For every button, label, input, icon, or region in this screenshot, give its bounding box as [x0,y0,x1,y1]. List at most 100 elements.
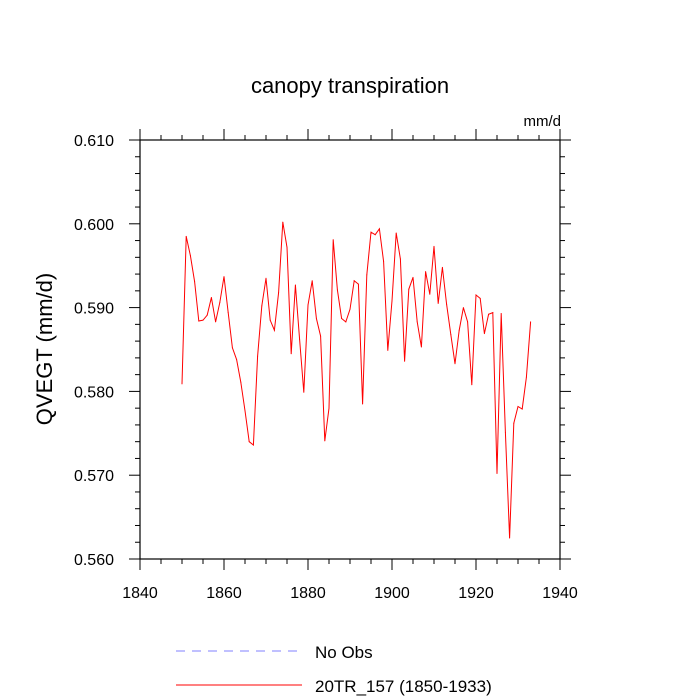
axis-ticks [129,129,571,570]
data-point [362,403,364,405]
data-point [513,422,515,424]
data-point [252,444,254,446]
data-point [328,407,330,409]
data-point [261,305,263,307]
data-point [194,281,196,283]
x-tick-label: 1900 [374,585,410,602]
x-tick-label: 1860 [206,585,242,602]
data-point [215,321,217,323]
data-point [341,317,343,319]
x-tick-label: 1940 [542,585,578,602]
data-point [441,266,443,268]
data-point [509,537,511,539]
data-point [282,221,284,223]
data-point [324,440,326,442]
data-point [236,359,238,361]
data-point [408,288,410,290]
data-point [454,363,456,365]
data-point [425,271,427,273]
data-point [378,228,380,230]
data-point [500,312,502,314]
data-point [416,321,418,323]
series-group [181,221,532,539]
data-point [181,383,183,385]
y-tick-label: 0.590 [74,301,114,318]
data-point [307,304,309,306]
data-point [265,277,267,279]
data-point [248,441,250,443]
data-point [357,283,359,285]
data-point [488,313,490,315]
chart-title: canopy transpiration [251,73,449,98]
plot-frame [139,139,561,560]
data-point [198,320,200,322]
data-point [278,292,280,294]
data-point [244,410,246,412]
data-point [530,321,532,323]
data-point [269,319,271,321]
data-point [458,329,460,331]
y-tick-label: 0.600 [74,217,114,234]
data-point [517,405,519,407]
data-point [496,473,498,475]
data-point [462,307,464,309]
data-point [227,312,229,314]
data-point [492,312,494,314]
y-tick-labels: 0.560 0.570 0.580 0.590 0.600 0.610 [74,133,114,569]
data-point [433,245,435,247]
data-point [370,231,372,233]
data-point [336,289,338,291]
y-tick-label: 0.580 [74,384,114,401]
data-point [303,391,305,393]
data-point [404,360,406,362]
data-point [471,384,473,386]
data-point [479,297,481,299]
data-point [345,321,347,323]
data-point [525,376,527,378]
data-point [315,317,317,319]
data-point [437,302,439,304]
data-point [366,274,368,276]
data-point [257,355,259,357]
legend-label-20tr-157: 20TR_157 (1850-1933) [315,677,492,696]
data-point [290,353,292,355]
data-point [219,302,221,304]
data-point [412,276,414,278]
x-tick-labels: 1840 1860 1880 1900 1920 1940 [122,585,578,602]
data-point [202,319,204,321]
data-point [374,234,376,236]
x-tick-label: 1920 [458,585,494,602]
data-point [320,335,322,337]
data-point [399,258,401,260]
x-tick-label: 1840 [122,585,158,602]
data-point [387,349,389,351]
data-point [273,329,275,331]
data-point [286,246,288,248]
legend: No Obs 20TR_157 (1850-1933) [176,643,492,696]
data-point [450,333,452,335]
data-point [483,333,485,335]
data-point [294,284,296,286]
data-point [311,280,313,282]
y-axis-label: QVEGT (mm/d) [32,273,57,425]
data-point [210,297,212,299]
y-tick-label: 0.570 [74,468,114,485]
y-tick-label: 0.560 [74,552,114,569]
data-point [504,431,506,433]
data-point [332,239,334,241]
y-tick-label: 0.610 [74,133,114,150]
data-point [467,321,469,323]
data-point [446,303,448,305]
x-tick-label: 1880 [290,585,326,602]
data-point [223,276,225,278]
data-point [395,232,397,234]
legend-label-no-obs: No Obs [315,643,373,662]
data-point [185,235,187,237]
data-point [353,280,355,282]
data-point [420,346,422,348]
series-line-0 [181,222,532,539]
data-point [206,314,208,316]
data-point [189,255,191,257]
data-point [391,300,393,302]
